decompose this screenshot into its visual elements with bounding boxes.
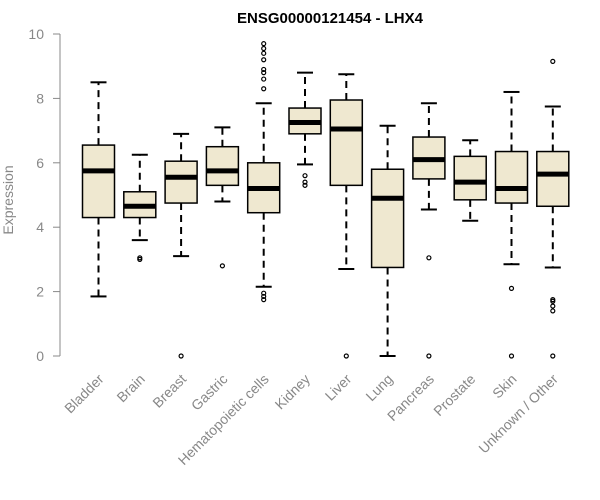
y-axis: 0 2 4 6 8 10 bbox=[28, 26, 61, 364]
box-brain bbox=[123, 153, 157, 262]
box-skin bbox=[494, 90, 529, 359]
x-tick-label: Lung bbox=[362, 371, 395, 404]
y-tick-label: 6 bbox=[36, 155, 44, 171]
iqr-box bbox=[164, 160, 198, 204]
outlier-point bbox=[178, 353, 184, 359]
box-breast bbox=[164, 132, 198, 359]
outlier-point bbox=[550, 58, 556, 64]
x-tick-label: Bladder bbox=[61, 371, 107, 417]
box-lung bbox=[370, 124, 405, 357]
outlier-point bbox=[302, 182, 308, 188]
outlier-point bbox=[261, 45, 267, 52]
outlier-point bbox=[550, 297, 556, 303]
outlier-point bbox=[550, 308, 556, 314]
box-hematopoietic-cells bbox=[246, 41, 281, 303]
outlier-point bbox=[261, 290, 267, 296]
x-tick-label: Skin bbox=[489, 371, 520, 402]
outlier-point bbox=[508, 285, 515, 291]
outlier-point bbox=[261, 50, 267, 56]
outlier-point bbox=[426, 353, 432, 359]
iqr-box bbox=[205, 145, 240, 187]
y-tick-label: 2 bbox=[36, 284, 44, 300]
y-tick-label: 4 bbox=[36, 219, 44, 235]
outlier-point bbox=[426, 255, 432, 261]
outlier-point bbox=[508, 353, 515, 359]
outlier-point bbox=[261, 293, 267, 300]
x-tick-label: Liver bbox=[322, 371, 355, 404]
box-liver bbox=[329, 73, 364, 359]
box-bladder bbox=[81, 81, 116, 298]
box-pancreas bbox=[412, 102, 446, 359]
box-prostate bbox=[453, 139, 487, 222]
outlier-point bbox=[219, 263, 225, 269]
y-tick-label: 0 bbox=[36, 348, 44, 364]
outlier-point bbox=[261, 57, 267, 63]
chart-title: ENSG00000121454 - LHX4 bbox=[237, 10, 424, 27]
iqr-box bbox=[370, 168, 405, 269]
iqr-box bbox=[536, 150, 570, 208]
outlier-point bbox=[261, 86, 267, 92]
outlier-point bbox=[261, 297, 267, 303]
box-gastric bbox=[205, 126, 240, 269]
outlier-point bbox=[261, 70, 267, 76]
outlier-point bbox=[302, 173, 308, 179]
box-unknown-other bbox=[536, 58, 570, 359]
outlier-point bbox=[302, 179, 308, 185]
x-tick-label: Breast bbox=[149, 371, 189, 411]
outlier-point bbox=[261, 41, 267, 47]
y-axis-label: Expression bbox=[0, 165, 16, 234]
iqr-box bbox=[494, 150, 529, 204]
outlier-point bbox=[261, 66, 267, 73]
outlier-point bbox=[550, 303, 556, 309]
box-kidney bbox=[288, 71, 322, 188]
iqr-box bbox=[81, 144, 116, 219]
outlier-point bbox=[137, 256, 143, 262]
x-tick-label: Prostate bbox=[430, 371, 478, 419]
y-tick-label: 8 bbox=[36, 90, 44, 106]
boxes-layer bbox=[81, 41, 570, 359]
x-tick-label: Brain bbox=[113, 371, 147, 405]
y-tick-label: 10 bbox=[28, 26, 44, 42]
iqr-box bbox=[453, 155, 487, 201]
outlier-point bbox=[261, 76, 267, 82]
outlier-point bbox=[550, 353, 556, 359]
outlier-point bbox=[343, 353, 349, 359]
x-tick-label: Kidney bbox=[272, 371, 314, 413]
iqr-box bbox=[329, 99, 364, 187]
